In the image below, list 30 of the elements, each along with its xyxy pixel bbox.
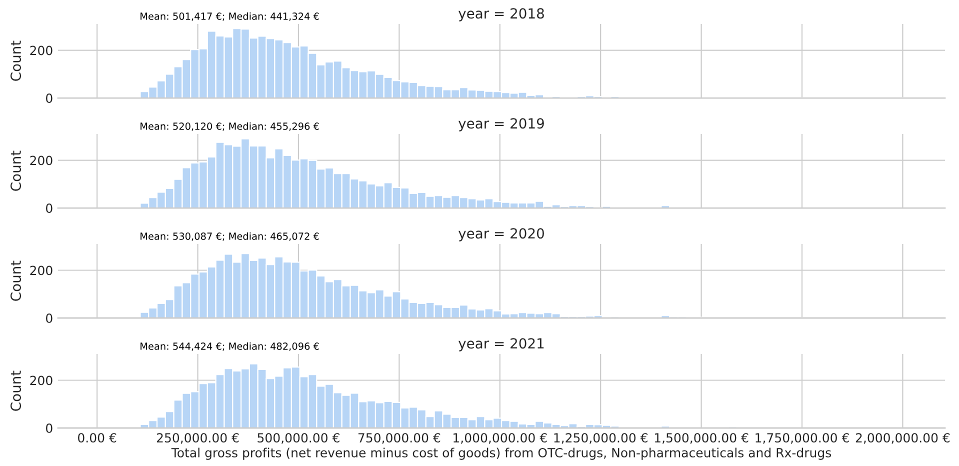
- y-tick-label: 200: [30, 376, 52, 386]
- y-axis-title: Count: [10, 260, 22, 301]
- chart-title: year = 2019: [458, 118, 544, 132]
- y-tick-label: 200: [30, 266, 52, 276]
- y-tick-label: 200: [30, 46, 52, 56]
- x-tick-label: 250,000.00 €: [156, 433, 239, 444]
- x-tick-label: 0.00 €: [78, 433, 116, 443]
- y-axis-title: Count: [10, 370, 22, 411]
- chart-title: year = 2021: [458, 338, 544, 352]
- y-tick-label: 0: [46, 93, 52, 103]
- text: Mean: 544,424 €; Median: 482,096 €: [140, 342, 319, 351]
- y-axis-title: Count: [10, 40, 22, 81]
- x-tick-label: 1,250,000.00 €: [554, 433, 648, 444]
- x-tick-label: 1,000,000.00 €: [454, 433, 547, 444]
- x-tick-label: 750,000.00 €: [358, 433, 440, 444]
- chart-title: year = 2020: [458, 228, 544, 242]
- text: Mean: 530,087 €; Median: 465,072 €: [140, 232, 319, 241]
- text: Mean: 501,417 €; Median: 441,324 €: [140, 12, 319, 21]
- x-axis-title: Total gross profits (net revenue minus cost of goods) from OTC-drugs, Non-pharmaceuticals and Rx-drugs: [171, 448, 832, 460]
- y-axis-title: Count: [10, 150, 22, 191]
- x-tick-label: 1,750,000.00 €: [756, 433, 849, 444]
- x-tick-label: 500,000.00 €: [258, 433, 340, 444]
- y-tick-label: 200: [30, 156, 52, 166]
- chart-title: year = 2018: [458, 8, 544, 22]
- y-tick-label: 0: [46, 423, 52, 433]
- x-tick-label: 2,000,000.00 €: [856, 433, 950, 444]
- y-tick-label: 0: [46, 203, 52, 213]
- text: Mean: 520,120 €; Median: 455,296 €: [140, 122, 319, 131]
- x-tick-label: 1,500,000.00 €: [654, 433, 748, 444]
- y-tick-label: 0: [46, 313, 52, 323]
